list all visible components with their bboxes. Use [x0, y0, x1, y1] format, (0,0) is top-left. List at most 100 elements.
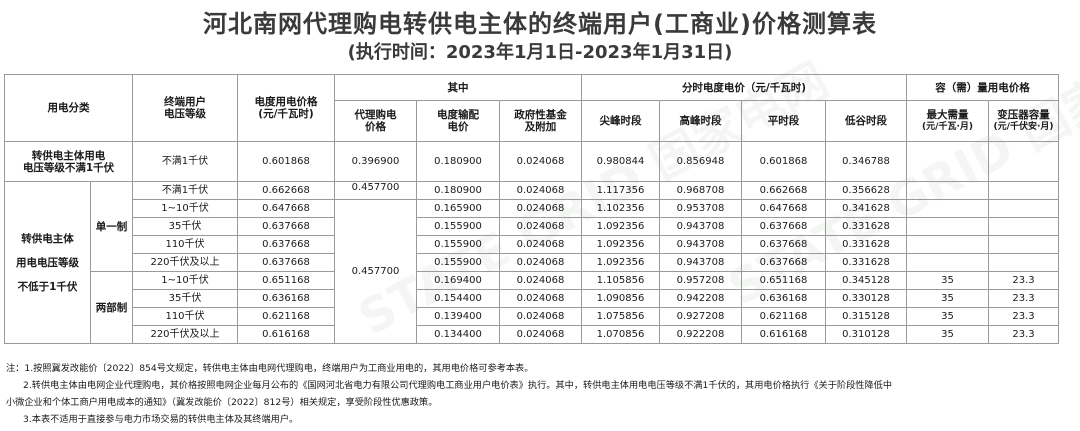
row-transmission: 0.155900: [416, 253, 500, 272]
row1-fund: 0.024068: [499, 141, 582, 182]
table-row: 35千伏 0.637668 0.155900 0.024068 1.092356…: [5, 217, 1060, 236]
row-valley: 0.315128: [824, 307, 908, 326]
row1-sharp: 0.980844: [581, 141, 660, 182]
table-row: 35千伏 0.636168 0.154400 0.024068 1.090856…: [5, 289, 1060, 308]
row-price: 0.637668: [237, 235, 335, 254]
row-peak: 0.942208: [659, 289, 742, 308]
row-demand: [906, 235, 990, 254]
row-fund: 0.024068: [499, 217, 582, 236]
header-fund: 政府性基金 及附加: [499, 100, 582, 142]
header-max-demand-unit: (元/千瓦·月): [922, 122, 973, 132]
row-transmission: 0.155900: [416, 217, 500, 236]
header-max-demand: 最大需量 (元/千瓦·月): [906, 100, 990, 142]
group2-single: 单一制: [90, 181, 133, 272]
row-demand: 35: [906, 307, 990, 326]
header-tou-group: 分时电度电价（元/千瓦时): [580, 74, 908, 101]
header-transformer-unit: (元/千伏安·月): [993, 122, 1054, 132]
row1-voltage: 不满1千伏: [132, 141, 238, 182]
row-voltage: 220千伏及以上: [132, 253, 238, 272]
row-voltage: 1~10千伏: [132, 199, 238, 218]
row-fund: 0.024068: [499, 199, 582, 218]
row-transformer: 23.3: [988, 271, 1060, 290]
header-voltage: 终端用户 电压等级: [132, 74, 238, 142]
row-transformer: [988, 235, 1060, 254]
row-transmission: 0.169400: [416, 271, 500, 290]
header-transformer-label: 变压器容量: [997, 109, 1050, 121]
row-transformer: [988, 181, 1060, 200]
row-sharp: 1.070856: [581, 325, 660, 344]
row-transmission: 0.154400: [416, 289, 500, 308]
group2-agency-mid: 0.457700: [334, 199, 417, 344]
row-fund: 0.024068: [499, 271, 582, 290]
row-sharp: 1.090856: [581, 289, 660, 308]
row-transmission: 0.180900: [416, 181, 500, 200]
notes: 注：1.按照冀发改能价〔2022〕854号文规定，转供电主体由电网代理购电，终端…: [6, 360, 1076, 428]
group2-agency-top: 0.457700: [334, 181, 417, 200]
row-valley: 0.356628: [824, 181, 908, 200]
row-peak: 0.943708: [659, 217, 742, 236]
row-transformer: [988, 199, 1060, 218]
table-row: 110千伏 0.621168 0.139400 0.024068 1.07585…: [5, 307, 1060, 326]
row-valley: 0.331628: [824, 235, 908, 254]
row-demand: 35: [906, 271, 990, 290]
row-peak: 0.957208: [659, 271, 742, 290]
row-price: 0.637668: [237, 253, 335, 272]
row-flat: 0.647668: [741, 199, 826, 218]
row-transformer: 23.3: [988, 325, 1060, 344]
note-3: 3.本表不适用于直接参与电力市场交易的转供电主体及其终端用户。: [23, 414, 299, 425]
row-fund: 0.024068: [499, 253, 582, 272]
row-flat: 0.637668: [741, 217, 826, 236]
row-valley: 0.331628: [824, 253, 908, 272]
row-fund: 0.024068: [499, 289, 582, 308]
row-transformer: [988, 217, 1060, 236]
note-2-cont: 小微企业和个体工商户用电成本的通知》（冀发改能价〔2022〕812号）相关规定，…: [6, 397, 438, 408]
note-2: 2.转供电主体由电网企业代理购电，其价格按照电网企业每月公布的《国网河北省电力有…: [23, 380, 893, 391]
row-voltage: 1~10千伏: [132, 271, 238, 290]
row-flat: 0.616168: [741, 325, 826, 344]
note-1: 注：1.按照冀发改能价〔2022〕854号文规定，转供电主体由电网代理购电，终端…: [6, 363, 534, 374]
row-peak: 0.943708: [659, 235, 742, 254]
row-valley: 0.331628: [824, 217, 908, 236]
row-transmission: 0.165900: [416, 199, 500, 218]
header-agency: 代理购电 价格: [334, 100, 417, 142]
row-sharp: 1.075856: [581, 307, 660, 326]
row-price: 0.636168: [237, 289, 335, 308]
header-valley: 低谷时段: [824, 100, 908, 142]
group2-category: 转供电主体 用电电压等级 不低于1千伏: [4, 181, 91, 344]
row-fund: 0.024068: [499, 235, 582, 254]
row1-valley: 0.346788: [824, 141, 908, 182]
row-flat: 0.651168: [741, 271, 826, 290]
row-transformer: 23.3: [988, 289, 1060, 308]
row1-price: 0.601868: [237, 141, 335, 182]
row-transformer: [988, 253, 1060, 272]
row1-agency: 0.396900: [334, 141, 417, 182]
header-capacity-group: 容（需）量用电价格: [906, 74, 1060, 101]
row-demand: 35: [906, 289, 990, 308]
row-voltage: 220千伏及以上: [132, 325, 238, 344]
header-price: 电度用电价格 (元/千瓦时): [237, 74, 335, 142]
row1-peak: 0.856948: [659, 141, 742, 182]
row1-transformer: [988, 141, 1060, 182]
row-demand: 35: [906, 325, 990, 344]
header-category: 用电分类: [4, 74, 133, 142]
row-transmission: 0.134400: [416, 325, 500, 344]
row-price: 0.662668: [237, 181, 335, 200]
table-row: 转供电主体用电 电压等级不满1千伏 不满1千伏 0.601868 0.39690…: [4, 141, 1060, 182]
row-flat: 0.637668: [741, 235, 826, 254]
page-subtitle: (执行时间：2023年1月1日-2023年1月31日): [347, 42, 733, 63]
row-flat: 0.621168: [741, 307, 826, 326]
row-peak: 0.927208: [659, 307, 742, 326]
row-sharp: 1.092356: [581, 217, 660, 236]
row-price: 0.621168: [237, 307, 335, 326]
group2-dual: 两部制: [90, 271, 133, 344]
row-transmission: 0.139400: [416, 307, 500, 326]
row-valley: 0.310128: [824, 325, 908, 344]
row-flat: 0.662668: [741, 181, 826, 200]
row1-demand: [906, 141, 990, 182]
row-peak: 0.953708: [659, 199, 742, 218]
row-sharp: 1.092356: [581, 235, 660, 254]
row-transformer: 23.3: [988, 307, 1060, 326]
table-row: 220千伏及以上 0.637668 0.155900 0.024068 1.09…: [5, 253, 1060, 272]
row-peak: 0.968708: [659, 181, 742, 200]
row-price: 0.647668: [237, 199, 335, 218]
